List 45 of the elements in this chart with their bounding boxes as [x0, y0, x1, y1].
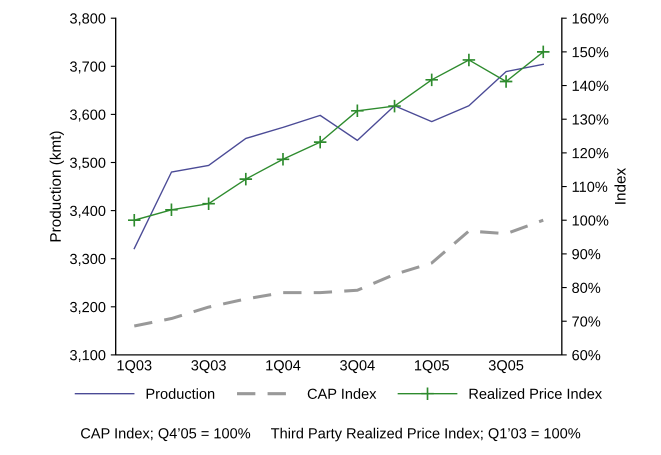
x-tick-label: 1Q04 — [266, 360, 300, 374]
y2-axis-title: Index — [614, 168, 626, 204]
x-tick-label: 1Q05 — [414, 360, 449, 374]
y-tick-label: 3,600 — [70, 110, 106, 122]
y-tick-label: 3,200 — [70, 302, 106, 314]
point — [536, 44, 550, 59]
legend-label: Production — [146, 388, 214, 399]
x-tick-label: 3Q04 — [340, 360, 375, 374]
x-tick-label: 3Q05 — [488, 360, 524, 374]
y-tick-label: 3,800 — [70, 13, 106, 26]
y2-tick-label: 160% — [572, 13, 608, 24]
legend-label: Realized Price Index — [470, 388, 602, 399]
point — [202, 196, 216, 211]
point — [276, 152, 290, 166]
point — [164, 202, 179, 217]
legend-label: CAP Index — [308, 388, 376, 399]
y2-tick-label: 110% — [572, 182, 608, 192]
y2-tick-label: 130% — [572, 114, 608, 125]
y-tick-label: 3,400 — [70, 206, 106, 218]
y-tick-label: 3,500 — [70, 158, 106, 170]
y2-tick-label: 150% — [572, 46, 608, 58]
y2-tick-label: 120% — [572, 148, 608, 158]
point — [350, 104, 364, 118]
x-tick-label: 3Q03 — [191, 360, 226, 374]
x-tick-label: 1Q03 — [118, 360, 152, 374]
y-tick-label: 3,700 — [70, 61, 106, 74]
point — [127, 213, 142, 228]
point — [313, 135, 328, 150]
y2-tick-label: 90% — [572, 248, 600, 260]
line-series — [132, 218, 545, 328]
y2-tick-label: 100% — [572, 215, 608, 226]
point — [462, 52, 476, 68]
point — [424, 72, 439, 87]
text: CAP Index; Q4’05 = 100% Third Party Realized Price Index; Q1’03 = 100% — [81, 428, 580, 442]
point — [498, 74, 514, 89]
point — [387, 98, 402, 114]
y-tick-label: 3,100 — [70, 350, 106, 362]
y2-tick-label: 80% — [572, 282, 600, 293]
line-series — [134, 64, 544, 250]
y-tick-label: 3,300 — [70, 254, 106, 266]
y2-tick-label: 60% — [572, 350, 600, 360]
y-axis-title: Production (kmt) — [50, 131, 64, 242]
y2-tick-label: 70% — [572, 316, 600, 327]
y2-tick-label: 140% — [572, 80, 608, 91]
point — [238, 172, 253, 186]
